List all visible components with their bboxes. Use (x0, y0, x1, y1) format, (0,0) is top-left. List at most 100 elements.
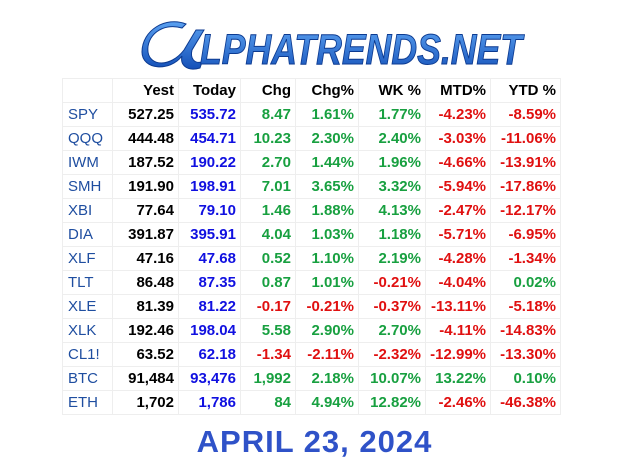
quote-cell: 454.71 (178, 126, 241, 151)
quote-cell: -4.28% (425, 246, 491, 271)
quote-cell: 1.44% (295, 150, 359, 175)
column-header: WK % (358, 78, 426, 103)
quote-cell: 63.52 (112, 342, 179, 367)
quote-cell: 1.18% (358, 222, 426, 247)
column-header: Chg% (295, 78, 359, 103)
quote-cell: 187.52 (112, 150, 179, 175)
quote-cell: -5.18% (490, 294, 561, 319)
quote-cell: 2.90% (295, 318, 359, 343)
quote-cell: -1.34% (490, 246, 561, 271)
quote-cell: -6.95% (490, 222, 561, 247)
quote-cell: -13.91% (490, 150, 561, 175)
quote-cell: 1.96% (358, 150, 426, 175)
quote-cell: -4.66% (425, 150, 491, 175)
quote-cell: 1.77% (358, 102, 426, 127)
quote-cell: 93,476 (178, 366, 241, 391)
header-cell-empty (62, 78, 113, 103)
quote-cell: 535.72 (178, 102, 241, 127)
quote-cell: 4.13% (358, 198, 426, 223)
quote-cell: 198.91 (178, 174, 241, 199)
logo-text: LPHATRENDS.NET (200, 26, 525, 74)
quote-row: XLK 192.46 198.04 5.58 2.90% 2.70% -4.11% -14.8… (62, 318, 561, 343)
quote-cell: 192.46 (112, 318, 179, 343)
quote-cell: -5.71% (425, 222, 491, 247)
quote-cell: 1.10% (295, 246, 359, 271)
quote-cell: -17.86% (490, 174, 561, 199)
quote-cell: 81.39 (112, 294, 179, 319)
quote-cell: -12.17% (490, 198, 561, 223)
quote-row: QQQ 444.48 454.71 10.23 2.30% 2.40% -3.03% -11.… (62, 126, 561, 151)
quote-cell: 2.19% (358, 246, 426, 271)
quote-cell: 1,702 (112, 390, 179, 415)
date: APRIL 23, 2024 (196, 424, 433, 459)
quote-table: Yest Today Chg Chg% WK % MTD% YTD % SPY 527.25 53… (62, 78, 561, 415)
quote-cell: 444.48 (112, 126, 179, 151)
quote-cell: 81.22 (178, 294, 241, 319)
quote-cell: 4.04 (240, 222, 296, 247)
quote-cell: -1.34 (240, 342, 296, 367)
quote-cell: -2.11% (295, 342, 359, 367)
quote-cell: 62.18 (178, 342, 241, 367)
quote-cell: 79.10 (178, 198, 241, 223)
quote-cell: -2.46% (425, 390, 491, 415)
quote-cell: -46.38% (490, 390, 561, 415)
quote-cell: 91,484 (112, 366, 179, 391)
quote-cell: 10.07% (358, 366, 426, 391)
quote-cell: 1.61% (295, 102, 359, 127)
quote-cell: 8.47 (240, 102, 296, 127)
quote-cell: 77.64 (112, 198, 179, 223)
quote-cell: -13.11% (425, 294, 491, 319)
quote-cell: 13.22% (425, 366, 491, 391)
ticker: XLF (62, 246, 113, 271)
quote-cell: 84 (240, 390, 296, 415)
quote-cell: 86.48 (112, 270, 179, 295)
quote-cell: 190.22 (178, 150, 241, 175)
logo: LPHATRENDS.NET (141, 21, 526, 74)
ticker: BTC (62, 366, 113, 391)
quote-cell: 395.91 (178, 222, 241, 247)
quote-cell: -8.59% (490, 102, 561, 127)
quote-cell: -0.21% (295, 294, 359, 319)
quote-cell: 198.04 (178, 318, 241, 343)
quote-cell: 1.03% (295, 222, 359, 247)
quote-cell: -0.17 (240, 294, 296, 319)
quote-row: XLF 47.16 47.68 0.52 1.10% 2.19% -4.28% -1.34% (62, 246, 561, 271)
quote-row: ETH 1,702 1,786 84 4.94% 12.82% -2.46% -46.38% (62, 390, 561, 415)
quote-row: DIA 391.87 395.91 4.04 1.03% 1.18% -5.71% -6.95… (62, 222, 561, 247)
ticker: XLK (62, 318, 113, 343)
quote-cell: -4.04% (425, 270, 491, 295)
ticker: ETH (62, 390, 113, 415)
quote-cell: 12.82% (358, 390, 426, 415)
quote-cell: 391.87 (112, 222, 179, 247)
header-row: Yest Today Chg Chg% WK % MTD% YTD % (62, 78, 561, 103)
quote-row: SMH 191.90 198.91 7.01 3.65% 3.32% -5.94% -17.8… (62, 174, 561, 199)
quote-cell: -13.30% (490, 342, 561, 367)
quote-cell: 0.87 (240, 270, 296, 295)
column-header: MTD% (425, 78, 491, 103)
quote-cell: 5.58 (240, 318, 296, 343)
quote-cell: 1,992 (240, 366, 296, 391)
quote-cell: 1,786 (178, 390, 241, 415)
ticker: XLE (62, 294, 113, 319)
ticker: IWM (62, 150, 113, 175)
quote-cell: 87.35 (178, 270, 241, 295)
quote-cell: 2.40% (358, 126, 426, 151)
quote-cell: 4.94% (295, 390, 359, 415)
quote-cell: -0.21% (358, 270, 426, 295)
quote-cell: 2.70 (240, 150, 296, 175)
quote-cell: 2.30% (295, 126, 359, 151)
quote-row: TLT 86.48 87.35 0.87 1.01% -0.21% -4.04% 0.02% (62, 270, 561, 295)
ticker: SMH (62, 174, 113, 199)
quote-cell: 47.16 (112, 246, 179, 271)
quote-row: CL1! 63.52 62.18 -1.34 -2.11% -2.32% -12.99% -1… (62, 342, 561, 367)
quote-row: IWM 187.52 190.22 2.70 1.44% 1.96% -4.66% -13.9… (62, 150, 561, 175)
quote-cell: -4.23% (425, 102, 491, 127)
ticker: DIA (62, 222, 113, 247)
ticker: XBI (62, 198, 113, 223)
quote-cell: -0.37% (358, 294, 426, 319)
quote-row: XBI 77.64 79.10 1.46 1.88% 4.13% -2.47% -12.17% (62, 198, 561, 223)
quote-cell: 0.10% (490, 366, 561, 391)
ticker: SPY (62, 102, 113, 127)
quote-cell: 1.88% (295, 198, 359, 223)
